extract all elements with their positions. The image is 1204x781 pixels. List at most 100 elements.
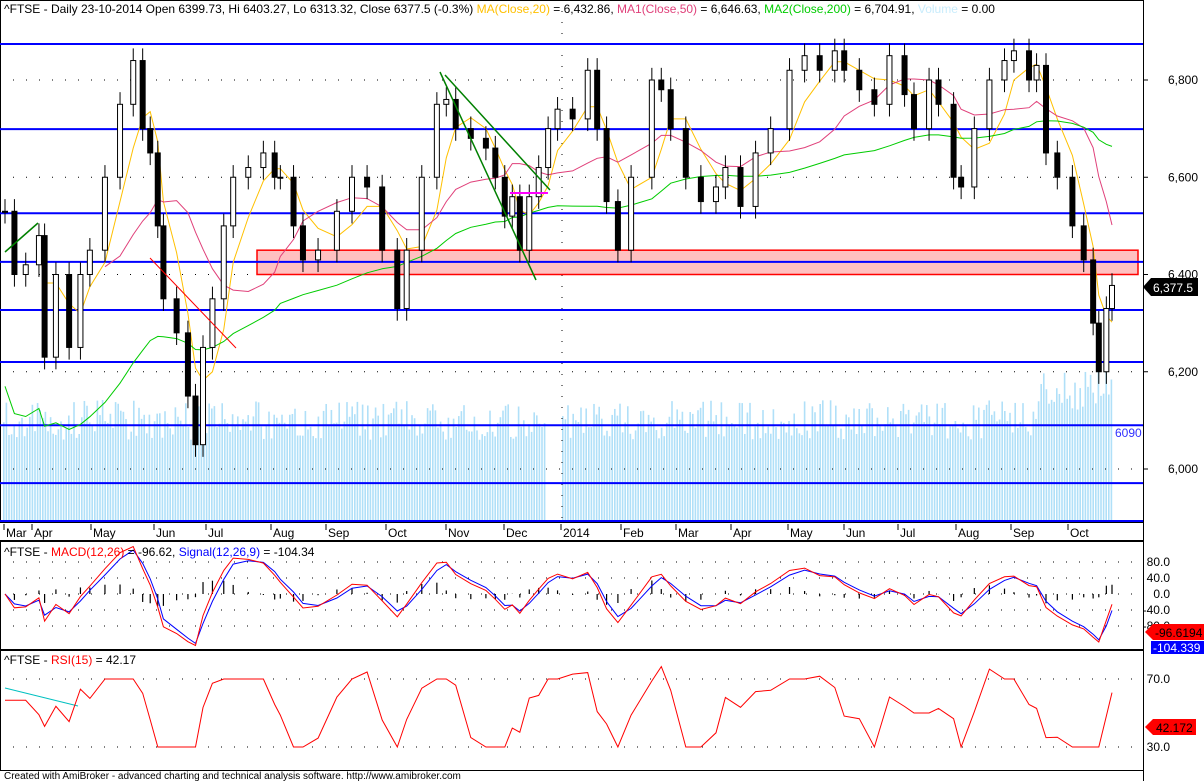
volume-bar bbox=[603, 435, 606, 522]
volume-bar bbox=[387, 414, 390, 522]
candle-body bbox=[1042, 64, 1049, 154]
volume-bar bbox=[978, 407, 980, 522]
trendline bbox=[149, 257, 237, 349]
volume-bar bbox=[671, 401, 673, 522]
candle-body bbox=[901, 55, 908, 96]
volume-bar bbox=[902, 403, 905, 522]
date-tick-label: Oct bbox=[1070, 526, 1089, 540]
volume-bar bbox=[926, 405, 928, 522]
volume-bar bbox=[499, 417, 502, 522]
volume-bar bbox=[931, 435, 933, 522]
volume-bar bbox=[840, 428, 842, 522]
volume-bar bbox=[177, 416, 179, 522]
volume-bar bbox=[972, 405, 975, 522]
volume-bar bbox=[164, 411, 166, 522]
volume-bar bbox=[91, 424, 93, 522]
volume-bar bbox=[965, 424, 967, 522]
candle-body bbox=[554, 108, 561, 130]
rsi-line bbox=[5, 665, 1113, 749]
volume-bar bbox=[790, 435, 793, 522]
candle-body bbox=[220, 225, 227, 300]
volume-bar bbox=[746, 412, 749, 522]
volume-bar bbox=[127, 439, 130, 522]
volume-bar bbox=[320, 438, 322, 522]
candle-body bbox=[535, 167, 542, 198]
macd-tick-label: 40.0 bbox=[1147, 571, 1171, 585]
volume-bar bbox=[187, 426, 190, 522]
volume-bar bbox=[543, 423, 546, 522]
candle-body bbox=[603, 128, 610, 203]
volume-bar bbox=[673, 427, 676, 522]
volume-bar bbox=[788, 421, 790, 522]
volume-bar bbox=[1097, 371, 1100, 522]
volume-bar bbox=[1105, 371, 1107, 522]
volume-bar bbox=[1074, 382, 1076, 522]
volume-bar bbox=[250, 430, 252, 522]
volume-bar bbox=[213, 406, 216, 522]
volume-bar bbox=[575, 420, 577, 522]
candle-body bbox=[1054, 152, 1061, 178]
volume-bar bbox=[455, 427, 457, 522]
rsi-last-label: 42.172 bbox=[1156, 721, 1193, 735]
volume-bar bbox=[78, 433, 80, 522]
volume-bar bbox=[975, 419, 977, 522]
candle-body bbox=[648, 79, 655, 178]
volume-bar bbox=[125, 418, 127, 522]
volume-bar bbox=[1037, 401, 1040, 522]
volume-bar bbox=[198, 406, 200, 522]
volume-bar bbox=[377, 415, 379, 522]
volume-bar bbox=[715, 415, 717, 522]
last-price-tag: 6,377.5 bbox=[1143, 278, 1198, 296]
macd-panel[interactable]: 80.040.00.0-40.0-80.0 bbox=[0, 541, 1171, 650]
volume-bar bbox=[460, 411, 463, 522]
volume-bar bbox=[900, 410, 902, 522]
volume-bar bbox=[910, 433, 912, 522]
volume-bar bbox=[34, 431, 36, 522]
ma50-line bbox=[104, 78, 1113, 293]
volume-bar bbox=[190, 439, 192, 522]
volume-bar bbox=[874, 436, 876, 522]
volume-bar bbox=[309, 426, 312, 522]
volume-bar bbox=[146, 433, 148, 522]
ma1-label: MA1(Close,50) bbox=[617, 2, 697, 16]
volume-bar bbox=[801, 435, 803, 522]
volume-bar bbox=[946, 438, 949, 522]
candle-body bbox=[926, 79, 933, 130]
volume-bar bbox=[286, 428, 288, 522]
candle-body bbox=[299, 225, 306, 261]
candle-body bbox=[101, 176, 108, 251]
candle-body bbox=[184, 332, 191, 397]
volume-bar bbox=[328, 426, 330, 522]
volume-bar bbox=[611, 414, 613, 522]
volume-bar bbox=[1009, 412, 1011, 522]
rsi-panel[interactable]: 70.0 30.0 bbox=[0, 650, 1170, 771]
volume-bar bbox=[725, 416, 728, 522]
volume-bar bbox=[762, 410, 764, 522]
volume-bar bbox=[967, 436, 970, 522]
volume-bar bbox=[1108, 394, 1110, 522]
volume-bar bbox=[689, 412, 691, 522]
candle-body bbox=[315, 249, 322, 261]
volume-bar bbox=[564, 419, 567, 522]
volume-bar bbox=[135, 435, 138, 522]
volume-bar bbox=[738, 402, 741, 522]
volume-bar bbox=[413, 418, 416, 522]
volume-bar bbox=[463, 405, 465, 522]
volume-bar bbox=[629, 433, 632, 522]
volume-bar bbox=[465, 429, 468, 522]
volume-bar bbox=[18, 421, 21, 522]
candle-body bbox=[452, 98, 459, 130]
volume-bar bbox=[489, 410, 491, 522]
volume-bar bbox=[528, 424, 530, 522]
volume-bar bbox=[247, 415, 249, 522]
volume-bar bbox=[252, 416, 255, 522]
volume-bar bbox=[3, 422, 5, 522]
candle-body bbox=[394, 249, 401, 310]
candle-body bbox=[910, 94, 917, 130]
volume-bar bbox=[369, 439, 372, 522]
price-tick-label: 6,600 bbox=[1168, 170, 1198, 184]
volume-bar bbox=[42, 418, 44, 522]
volume-bar bbox=[767, 426, 769, 522]
volume-bar bbox=[411, 415, 413, 522]
